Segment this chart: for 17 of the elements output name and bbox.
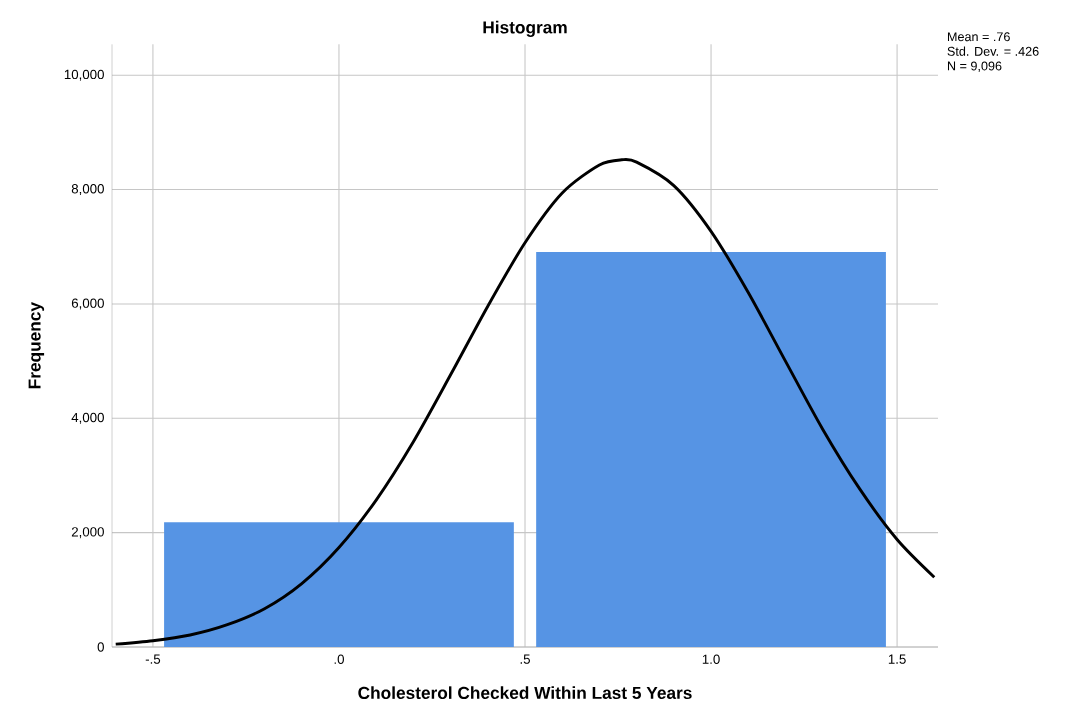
x-tick-label: 1.5 [888, 654, 906, 664]
x-axis-title: Cholesterol Checked Within Last 5 Years [358, 686, 692, 700]
text: Mean = .76 [947, 32, 1010, 42]
y-axis-title: Frequency [28, 302, 45, 389]
x-tick-label: .5 [520, 654, 530, 664]
y-tick-label: 8,000 [71, 184, 104, 196]
text: N = 9,096 [947, 61, 1002, 72]
x-tick-label: 1.0 [702, 654, 720, 664]
y-tick-label: 6,000 [71, 298, 104, 310]
x-tick-label: .0 [334, 654, 344, 664]
y-tick-label: 2,000 [71, 527, 104, 539]
x-tick-label: -.5 [145, 654, 161, 664]
text: Std. Dev. = .426 [947, 46, 1039, 56]
y-tick-label: 0 [97, 642, 104, 652]
chart-title: Histogram [483, 20, 567, 37]
y-tick-label: 4,000 [71, 412, 104, 424]
y-tick-label: 10,000 [64, 69, 104, 81]
